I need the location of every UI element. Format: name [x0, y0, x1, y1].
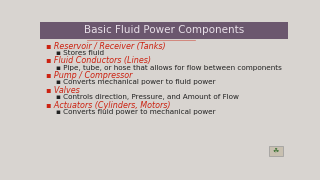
- Text: ▪ Valves: ▪ Valves: [46, 86, 80, 95]
- Text: Basic Fluid Power Components: Basic Fluid Power Components: [84, 25, 244, 35]
- FancyBboxPatch shape: [268, 146, 283, 156]
- Text: ▪ Controls direction, Pressure, and Amount of Flow: ▪ Controls direction, Pressure, and Amou…: [55, 94, 238, 100]
- Text: ▪ Actuators (Cylinders, Motors): ▪ Actuators (Cylinders, Motors): [46, 101, 171, 110]
- Text: ☘: ☘: [272, 148, 279, 154]
- Text: ▪ Pipe, tube, or hose that allows for flow between components: ▪ Pipe, tube, or hose that allows for fl…: [55, 65, 281, 71]
- Text: ▪ Converts fluid power to mechanical power: ▪ Converts fluid power to mechanical pow…: [55, 109, 215, 115]
- Text: ▪ Converts mechanical power to fluid power: ▪ Converts mechanical power to fluid pow…: [55, 79, 215, 85]
- FancyBboxPatch shape: [40, 22, 288, 39]
- Text: ▪ Stores fluid: ▪ Stores fluid: [55, 50, 104, 56]
- Text: ▪ Pump / Compressor: ▪ Pump / Compressor: [46, 71, 132, 80]
- Text: ▪ Reservoir / Receiver (Tanks): ▪ Reservoir / Receiver (Tanks): [46, 42, 166, 51]
- Text: ▪ Fluid Conductors (Lines): ▪ Fluid Conductors (Lines): [46, 56, 151, 65]
